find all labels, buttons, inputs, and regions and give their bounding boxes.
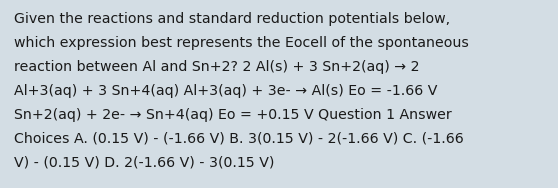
Text: Given the reactions and standard reduction potentials below,: Given the reactions and standard reducti… — [14, 12, 450, 26]
Text: reaction between Al and Sn+2? 2 Al(s) + 3 Sn+2(aq) → 2: reaction between Al and Sn+2? 2 Al(s) + … — [14, 60, 420, 74]
Text: Sn+2(aq) + 2e- → Sn+4(aq) Eo = +0.15 V Question 1 Answer: Sn+2(aq) + 2e- → Sn+4(aq) Eo = +0.15 V Q… — [14, 108, 452, 122]
Text: Al+3(aq) + 3 Sn+4(aq) Al+3(aq) + 3e- → Al(s) Eo = -1.66 V: Al+3(aq) + 3 Sn+4(aq) Al+3(aq) + 3e- → A… — [14, 84, 437, 98]
Text: V) - (0.15 V) D. 2(-1.66 V) - 3(0.15 V): V) - (0.15 V) D. 2(-1.66 V) - 3(0.15 V) — [14, 156, 275, 170]
Text: Choices A. (0.15 V) - (-1.66 V) B. 3(0.15 V) - 2(-1.66 V) C. (-1.66: Choices A. (0.15 V) - (-1.66 V) B. 3(0.1… — [14, 132, 464, 146]
Text: which expression best represents the Eocell of the spontaneous: which expression best represents the Eoc… — [14, 36, 469, 50]
